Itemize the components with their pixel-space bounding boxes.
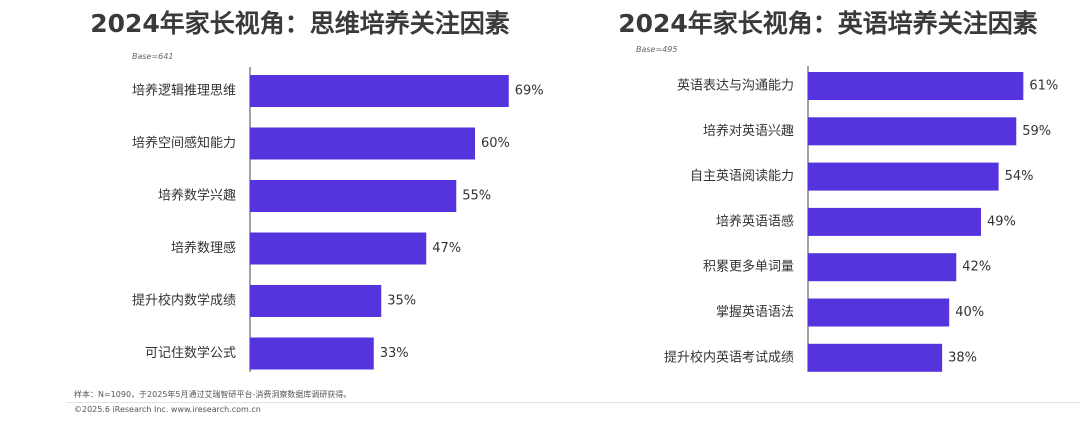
chart-title-english: 2024年家长视角：英语培养关注因素 — [618, 9, 1038, 38]
bar-thinking-3 — [250, 232, 427, 265]
value-label-english-4: 42% — [962, 260, 991, 275]
bar-thinking-2 — [250, 180, 457, 212]
category-label-thinking-4: 提升校内数学成绩 — [132, 293, 236, 309]
category-label-english-4: 积累更多单词量 — [703, 259, 794, 275]
base-note-thinking: Base=641 — [132, 52, 174, 61]
category-label-english-2: 自主英语阅读能力 — [690, 169, 794, 184]
bar-english-3 — [808, 207, 981, 236]
value-label-english-6: 38% — [948, 350, 977, 365]
bar-chart-english: 英语表达与沟通能力 61% 培养对英语兴趣 59% 自主英语阅读能力 54% 培养英语语感 4… — [664, 66, 1058, 372]
value-label-thinking-5: 33% — [380, 346, 409, 361]
category-label-english-1: 培养对英语兴趣 — [703, 123, 794, 139]
value-label-thinking-1: 60% — [481, 136, 510, 151]
value-label-thinking-2: 55% — [462, 189, 491, 204]
category-label-english-5: 掌握英语语法 — [716, 305, 794, 320]
bar-chart-thinking: 培养逻辑推理思维 69% 培养空间感知能力 60% 培养数学兴趣 55% 培养数理感 47% 提… — [132, 67, 544, 372]
category-label-thinking-0: 培养逻辑推理思维 — [132, 83, 236, 99]
bar-english-6 — [808, 343, 943, 372]
bar-english-0 — [808, 72, 1024, 100]
category-label-thinking-2: 培养数学兴趣 — [158, 188, 236, 204]
category-label-english-3: 培养英语语感 — [716, 213, 794, 229]
category-label-thinking-5: 可记住数学公式 — [145, 345, 236, 361]
category-label-english-6: 提升校内英语考试成绩 — [664, 349, 794, 365]
value-label-english-0: 61% — [1029, 79, 1058, 94]
value-label-english-5: 40% — [955, 305, 984, 320]
footer-sample-note: 样本：N=1090，于2025年5月通过艾瑞智研平台-消费洞察数据库调研获得。 — [74, 390, 352, 399]
bar-thinking-5 — [250, 337, 374, 370]
value-label-thinking-3: 47% — [432, 241, 461, 256]
chart-title-thinking: 2024年家长视角：思维培养关注因素 — [90, 9, 510, 38]
category-label-english-0: 英语表达与沟通能力 — [677, 79, 794, 94]
bar-english-4 — [808, 253, 957, 282]
value-label-thinking-0: 69% — [515, 84, 544, 99]
bar-thinking-0 — [250, 75, 509, 107]
bar-thinking-4 — [250, 285, 382, 317]
bar-thinking-1 — [250, 127, 475, 160]
value-label-english-1: 59% — [1022, 124, 1051, 139]
base-note-english: Base=495 — [636, 45, 678, 54]
footer-divider — [66, 402, 1080, 403]
value-label-thinking-4: 35% — [387, 294, 416, 309]
bar-english-2 — [808, 162, 999, 191]
category-label-thinking-1: 培养空间感知能力 — [132, 135, 236, 151]
value-label-english-2: 54% — [1005, 169, 1034, 184]
value-label-english-3: 49% — [987, 214, 1016, 229]
bar-english-5 — [808, 298, 950, 327]
bar-english-1 — [808, 117, 1017, 146]
footer-copyright: ©2025.6 iResearch Inc. www.iresearch.com… — [74, 405, 261, 414]
category-label-thinking-3: 培养数理感 — [171, 240, 236, 256]
